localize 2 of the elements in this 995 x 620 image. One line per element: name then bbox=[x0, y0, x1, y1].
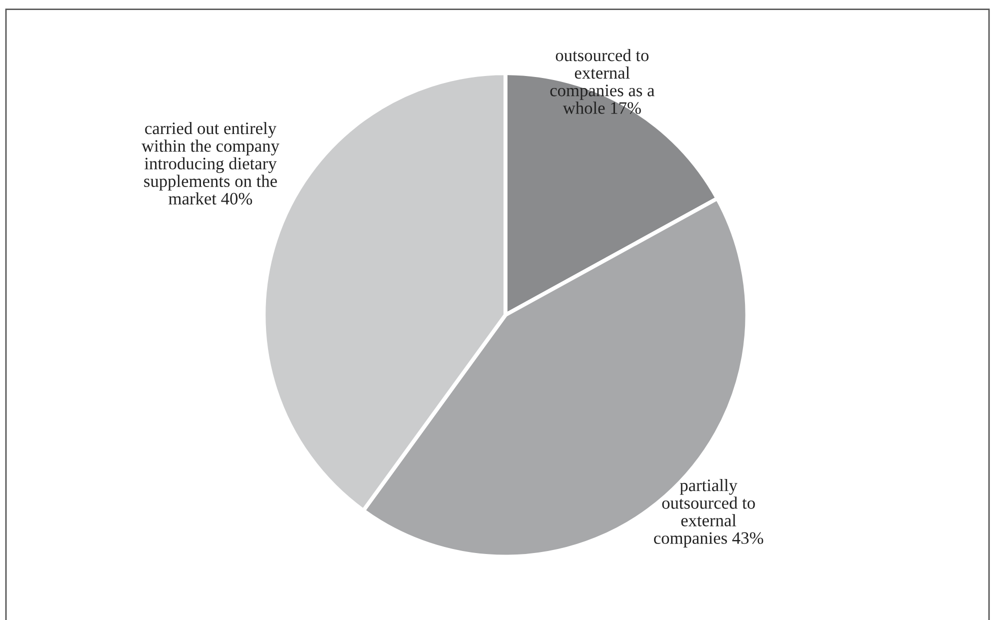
slice-label: partially outsourced to external companies 43% bbox=[654, 479, 764, 548]
slice-label: carried out entirely within the company introducing dietary supplements on the market 40% bbox=[142, 122, 280, 205]
